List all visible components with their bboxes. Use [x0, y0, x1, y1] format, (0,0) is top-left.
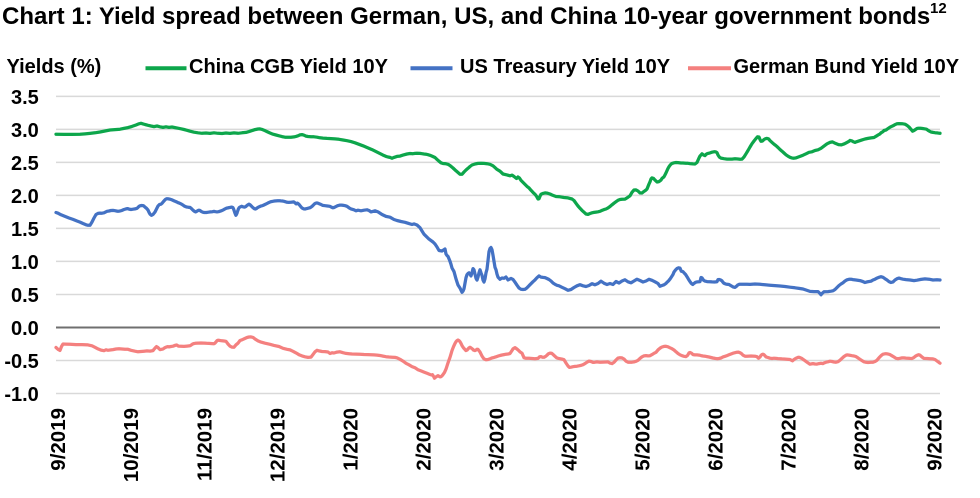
svg-text:2/2020: 2/2020: [412, 408, 435, 471]
svg-text:-0.5: -0.5: [4, 351, 38, 373]
svg-text:2.0: 2.0: [11, 186, 39, 208]
svg-text:0.5: 0.5: [11, 285, 39, 307]
svg-text:Yields (%): Yields (%): [7, 56, 102, 78]
svg-text:5/2020: 5/2020: [632, 408, 655, 471]
svg-text:2.5: 2.5: [11, 153, 39, 175]
svg-text:1.0: 1.0: [11, 252, 39, 274]
svg-text:German Bund Yield 10Y: German Bund Yield 10Y: [734, 56, 960, 78]
svg-text:3.5: 3.5: [11, 87, 39, 109]
svg-text:1/2020: 1/2020: [339, 408, 362, 471]
svg-text:1.5: 1.5: [11, 219, 39, 241]
svg-text:0.0: 0.0: [11, 318, 39, 340]
svg-text:-1.0: -1.0: [4, 384, 38, 406]
svg-text:11/2019: 11/2019: [193, 408, 216, 481]
svg-text:9/2020: 9/2020: [924, 408, 947, 471]
svg-text:10/2019: 10/2019: [120, 408, 143, 482]
svg-text:12: 12: [930, 0, 947, 17]
svg-text:US Treasury Yield 10Y: US Treasury Yield 10Y: [460, 56, 671, 78]
svg-text:9/2019: 9/2019: [47, 408, 70, 471]
svg-text:3.0: 3.0: [11, 120, 39, 142]
svg-text:China CGB Yield 10Y: China CGB Yield 10Y: [189, 56, 389, 78]
svg-text:12/2019: 12/2019: [266, 408, 289, 482]
svg-text:6/2020: 6/2020: [705, 408, 728, 471]
svg-text:Chart 1: Yield spread between: Chart 1: Yield spread between German, US…: [2, 3, 930, 30]
svg-text:8/2020: 8/2020: [851, 408, 874, 471]
svg-text:3/2020: 3/2020: [485, 408, 508, 471]
svg-text:4/2020: 4/2020: [559, 408, 582, 471]
svg-text:7/2020: 7/2020: [778, 408, 801, 471]
